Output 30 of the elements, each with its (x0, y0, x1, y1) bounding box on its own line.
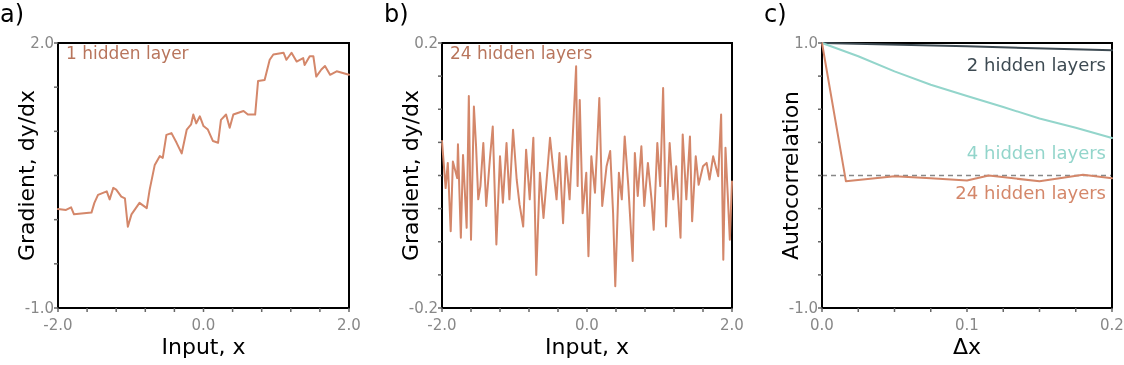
line-series (441, 65, 733, 288)
x-tick-label: 0.0 (191, 316, 216, 334)
line-series (821, 42, 1113, 183)
series-label: 2 hidden layers (966, 54, 1106, 76)
x-tick-label: 0.0 (810, 316, 834, 334)
x-tick-label: 0.2 (1100, 316, 1124, 334)
y-axis-title: Autocorrelation (778, 90, 803, 261)
x-axis-title: Input, x (545, 334, 629, 359)
x-tick-label: 2.0 (720, 316, 744, 334)
line-series (821, 42, 1113, 139)
y-tick-label: 1.0 (794, 34, 818, 52)
y-tick-label: -0.2 (408, 299, 438, 317)
x-tick-label: 0.0 (575, 316, 599, 334)
chart-title: a) (0, 0, 25, 28)
y-axis-title: Gradient, dy/dx (398, 89, 423, 262)
x-tick-label: 0.1 (955, 316, 979, 334)
y-axis-title: Gradient, dy/dx (14, 89, 39, 262)
series-label: 4 hidden layers (966, 142, 1106, 163)
x-tick-label: 2.0 (337, 316, 361, 334)
series-label: 24 hidden layers (955, 182, 1106, 204)
x-tick-label: -2.0 (427, 316, 457, 334)
y-tick-label: -1.0 (788, 299, 818, 317)
series-label: 24 hidden layers (450, 43, 593, 63)
x-axis-title: Δx (952, 334, 982, 359)
text: 1 hidden layer (66, 43, 189, 63)
y-tick-label: -1.0 (24, 299, 54, 317)
x-tick-label: -2.0 (43, 316, 73, 334)
chart-title: c) (764, 0, 787, 28)
chart-title: b) (384, 0, 409, 28)
x-axis-title: Input, x (161, 334, 246, 359)
